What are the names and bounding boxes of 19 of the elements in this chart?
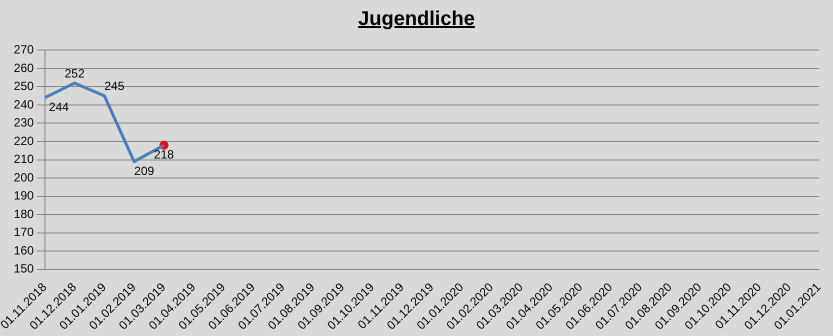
y-tick-label: 220 bbox=[14, 134, 34, 148]
data-label: 218 bbox=[154, 147, 174, 162]
y-tick-label: 260 bbox=[14, 60, 34, 75]
chart-title: Jugendliche bbox=[357, 8, 476, 31]
data-label: 244 bbox=[48, 100, 70, 114]
y-tick-label: 190 bbox=[14, 188, 34, 203]
data-label: 245 bbox=[104, 79, 125, 94]
y-tick-label: 210 bbox=[14, 152, 34, 166]
y-tick-label: 240 bbox=[14, 97, 34, 112]
y-tick-label: 270 bbox=[14, 42, 34, 57]
data-label: 209 bbox=[134, 164, 154, 178]
y-tick-label: 250 bbox=[14, 79, 34, 94]
y-tick-label: 160 bbox=[14, 243, 34, 258]
y-tick-label: 170 bbox=[14, 225, 34, 240]
y-tick-label: 230 bbox=[14, 116, 34, 130]
y-tick-label: 180 bbox=[14, 206, 34, 221]
y-tick-label: 150 bbox=[14, 262, 34, 276]
y-tick-label: 200 bbox=[14, 170, 34, 184]
data-label: 252 bbox=[64, 66, 85, 80]
